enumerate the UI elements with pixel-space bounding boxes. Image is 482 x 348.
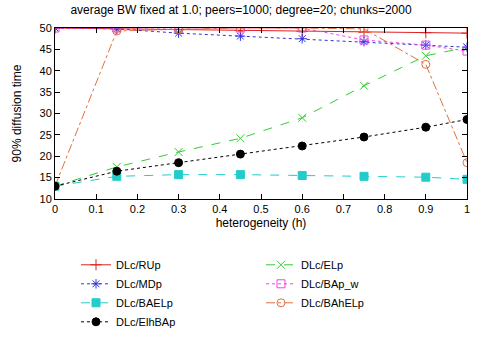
svg-text:10: 10 xyxy=(40,193,52,205)
svg-text:0.1: 0.1 xyxy=(89,203,104,215)
svg-text:0.2: 0.2 xyxy=(130,203,145,215)
svg-text:DLc/ELp: DLc/ELp xyxy=(301,259,343,271)
svg-text:0: 0 xyxy=(52,203,58,215)
svg-text:0.9: 0.9 xyxy=(418,203,433,215)
svg-text:DLc/ElhBAp: DLc/ElhBAp xyxy=(116,316,175,328)
svg-text:30: 30 xyxy=(40,107,52,119)
svg-text:DLc/BAp_w: DLc/BAp_w xyxy=(301,278,359,290)
svg-text:average BW fixed at 1.0; peers: average BW fixed at 1.0; peers=1000; deg… xyxy=(70,3,412,17)
svg-text:0.6: 0.6 xyxy=(295,203,310,215)
svg-text:0.7: 0.7 xyxy=(336,203,351,215)
svg-text:45: 45 xyxy=(40,43,52,55)
svg-text:90% diffusion time: 90% diffusion time xyxy=(10,64,24,162)
svg-text:20: 20 xyxy=(40,150,52,162)
svg-text:50: 50 xyxy=(40,22,52,34)
svg-text:25: 25 xyxy=(40,129,52,141)
svg-text:40: 40 xyxy=(40,65,52,77)
svg-text:DLc/BAhELp: DLc/BAhELp xyxy=(301,297,364,309)
svg-text:heterogeneity (h): heterogeneity (h) xyxy=(216,216,307,230)
svg-text:DLc/RUp: DLc/RUp xyxy=(116,259,161,271)
svg-text:15: 15 xyxy=(40,171,52,183)
svg-text:0.8: 0.8 xyxy=(377,203,392,215)
svg-text:35: 35 xyxy=(40,86,52,98)
svg-text:DLc/MDp: DLc/MDp xyxy=(116,278,162,290)
svg-text:0.3: 0.3 xyxy=(171,203,186,215)
svg-text:1: 1 xyxy=(464,203,470,215)
svg-text:0.4: 0.4 xyxy=(212,203,227,215)
svg-text:DLc/BAELp: DLc/BAELp xyxy=(116,297,173,309)
svg-text:0.5: 0.5 xyxy=(253,203,268,215)
